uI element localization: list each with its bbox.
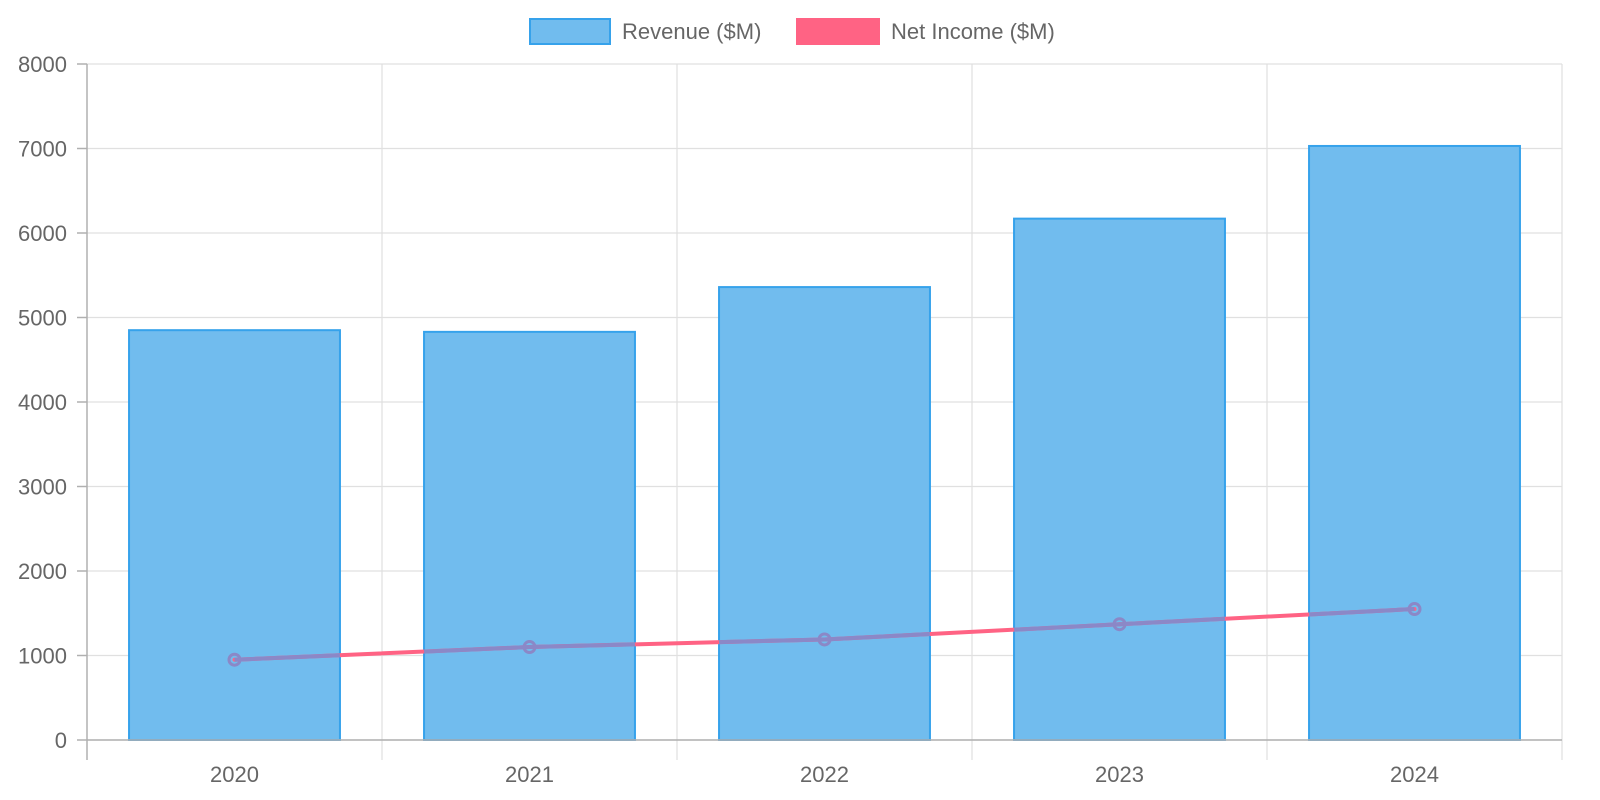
line-segment-overlap [824,632,931,642]
x-tick-label: 2020 [210,762,259,787]
line-segment-overlap [529,642,636,650]
line-segment-overlap [1119,616,1226,627]
point-net-income-2020 [227,652,242,667]
point-net-income-2024 [1407,602,1422,617]
y-tick-label: 5000 [18,306,67,331]
line-segment-overlap [1013,622,1120,632]
legend-label-revenue: Revenue ($M) [622,19,761,44]
point-net-income-2021 [522,640,537,655]
bar-revenue-2024 [1308,144,1521,741]
y-tick-label: 1000 [18,644,67,669]
legend-swatch-revenue [529,18,611,45]
legend: Revenue ($M) Net Income ($M) [529,18,1055,45]
y-tick-label: 7000 [18,137,67,162]
bar-revenue-2022 [718,286,931,741]
legend-label-net-income: Net Income ($M) [891,19,1055,44]
line-segment-overlap [1308,607,1415,617]
bar-revenue-2023 [1013,217,1226,741]
line-segment-overlap [423,645,530,654]
line-segment-overlap [718,637,825,645]
x-tick-label: 2024 [1390,762,1439,787]
x-tick-label: 2023 [1095,762,1144,787]
y-tick-label: 0 [55,728,67,753]
axes: 0 1000 2000 3000 4000 5000 6000 7000 8000 2020 202… [18,52,1562,787]
line-series [227,602,1422,667]
point-net-income-2022 [817,632,832,647]
y-tick-label: 4000 [18,390,67,415]
y-tick-label: 2000 [18,559,67,584]
x-tick-label: 2021 [505,762,554,787]
bar-series [128,144,1521,741]
point-net-income-2023 [1112,617,1127,632]
bar-revenue-2020 [128,329,341,741]
y-tick-label: 3000 [18,475,67,500]
bar-revenue-2021 [423,330,636,741]
y-tick-label: 8000 [18,52,67,77]
x-tick-label: 2022 [800,762,849,787]
line-segment-overlap [234,653,341,662]
y-tick-label: 6000 [18,221,67,246]
legend-swatch-net-income [796,18,880,45]
